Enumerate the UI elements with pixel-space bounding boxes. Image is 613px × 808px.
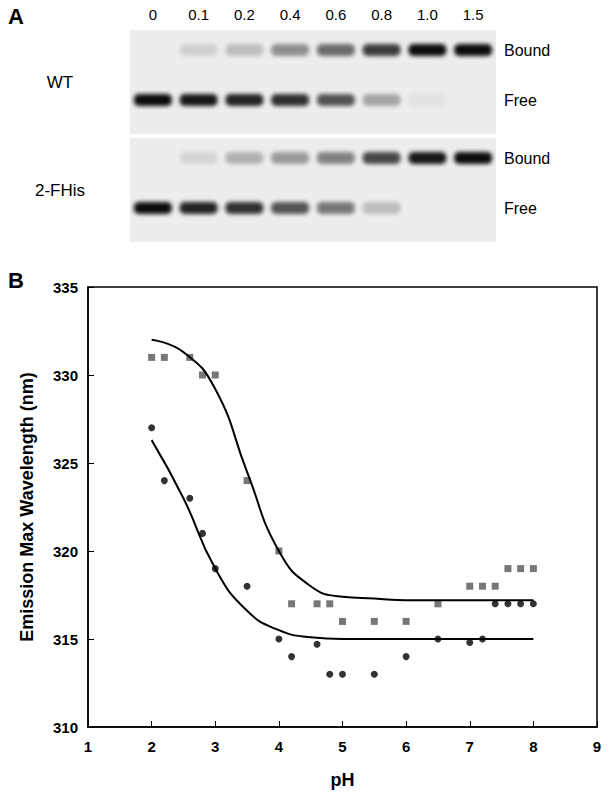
svg-text:9: 9: [593, 738, 601, 755]
svg-text:4: 4: [275, 738, 284, 755]
svg-text:0: 0: [149, 6, 157, 23]
svg-text:0.4: 0.4: [280, 6, 301, 23]
svg-text:2: 2: [147, 738, 155, 755]
svg-text:0.2: 0.2: [234, 6, 255, 23]
html-text:B: B: [8, 268, 24, 293]
svg-text:pH: pH: [331, 770, 355, 790]
svg-text:Emission Max Wavelength (nm): Emission Max Wavelength (nm): [17, 372, 37, 641]
svg-text:325: 325: [53, 455, 78, 472]
svg-text:0.1: 0.1: [188, 6, 209, 23]
svg-text:330: 330: [53, 367, 78, 384]
html-text:A: A: [8, 4, 24, 29]
svg-text:5: 5: [338, 738, 346, 755]
svg-text:2-FHis: 2-FHis: [35, 181, 85, 200]
svg-text:335: 335: [53, 279, 78, 296]
svg-text:0.8: 0.8: [371, 6, 392, 23]
svg-text:1.0: 1.0: [417, 6, 438, 23]
svg-text:7: 7: [466, 738, 474, 755]
svg-text:315: 315: [53, 631, 78, 648]
svg-text:6: 6: [402, 738, 410, 755]
svg-text:Free: Free: [504, 200, 537, 217]
svg-text:Bound: Bound: [504, 42, 550, 59]
svg-text:3: 3: [211, 738, 219, 755]
svg-text:1: 1: [84, 738, 92, 755]
svg-text:8: 8: [529, 738, 537, 755]
svg-text:1.5: 1.5: [463, 6, 484, 23]
svg-text:Bound: Bound: [504, 150, 550, 167]
svg-text:310: 310: [53, 719, 78, 736]
svg-text:0.6: 0.6: [325, 6, 346, 23]
svg-text:320: 320: [53, 543, 78, 560]
svg-text:WT: WT: [47, 73, 73, 92]
svg-text:Free: Free: [504, 92, 537, 109]
